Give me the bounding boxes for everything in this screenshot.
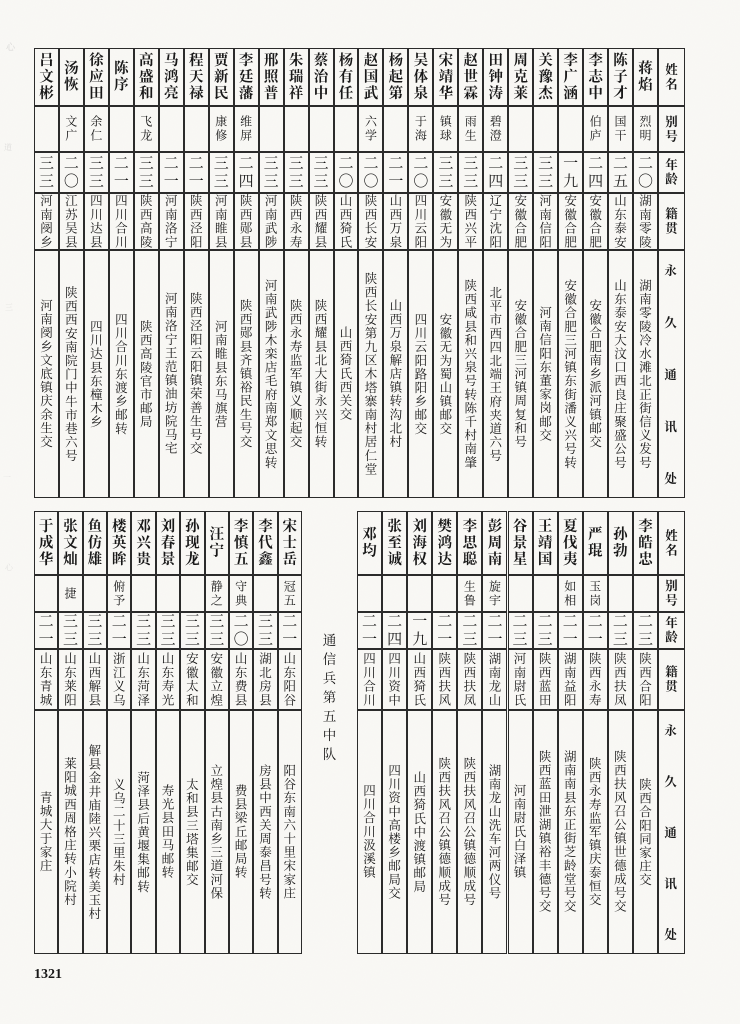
svg-text:三: 三: [5, 302, 13, 313]
svg-text:道: 道: [4, 142, 12, 153]
svg-text:心: 心: [6, 40, 16, 53]
svg-text:一: 一: [3, 472, 11, 483]
svg-text:心: 心: [5, 562, 14, 573]
